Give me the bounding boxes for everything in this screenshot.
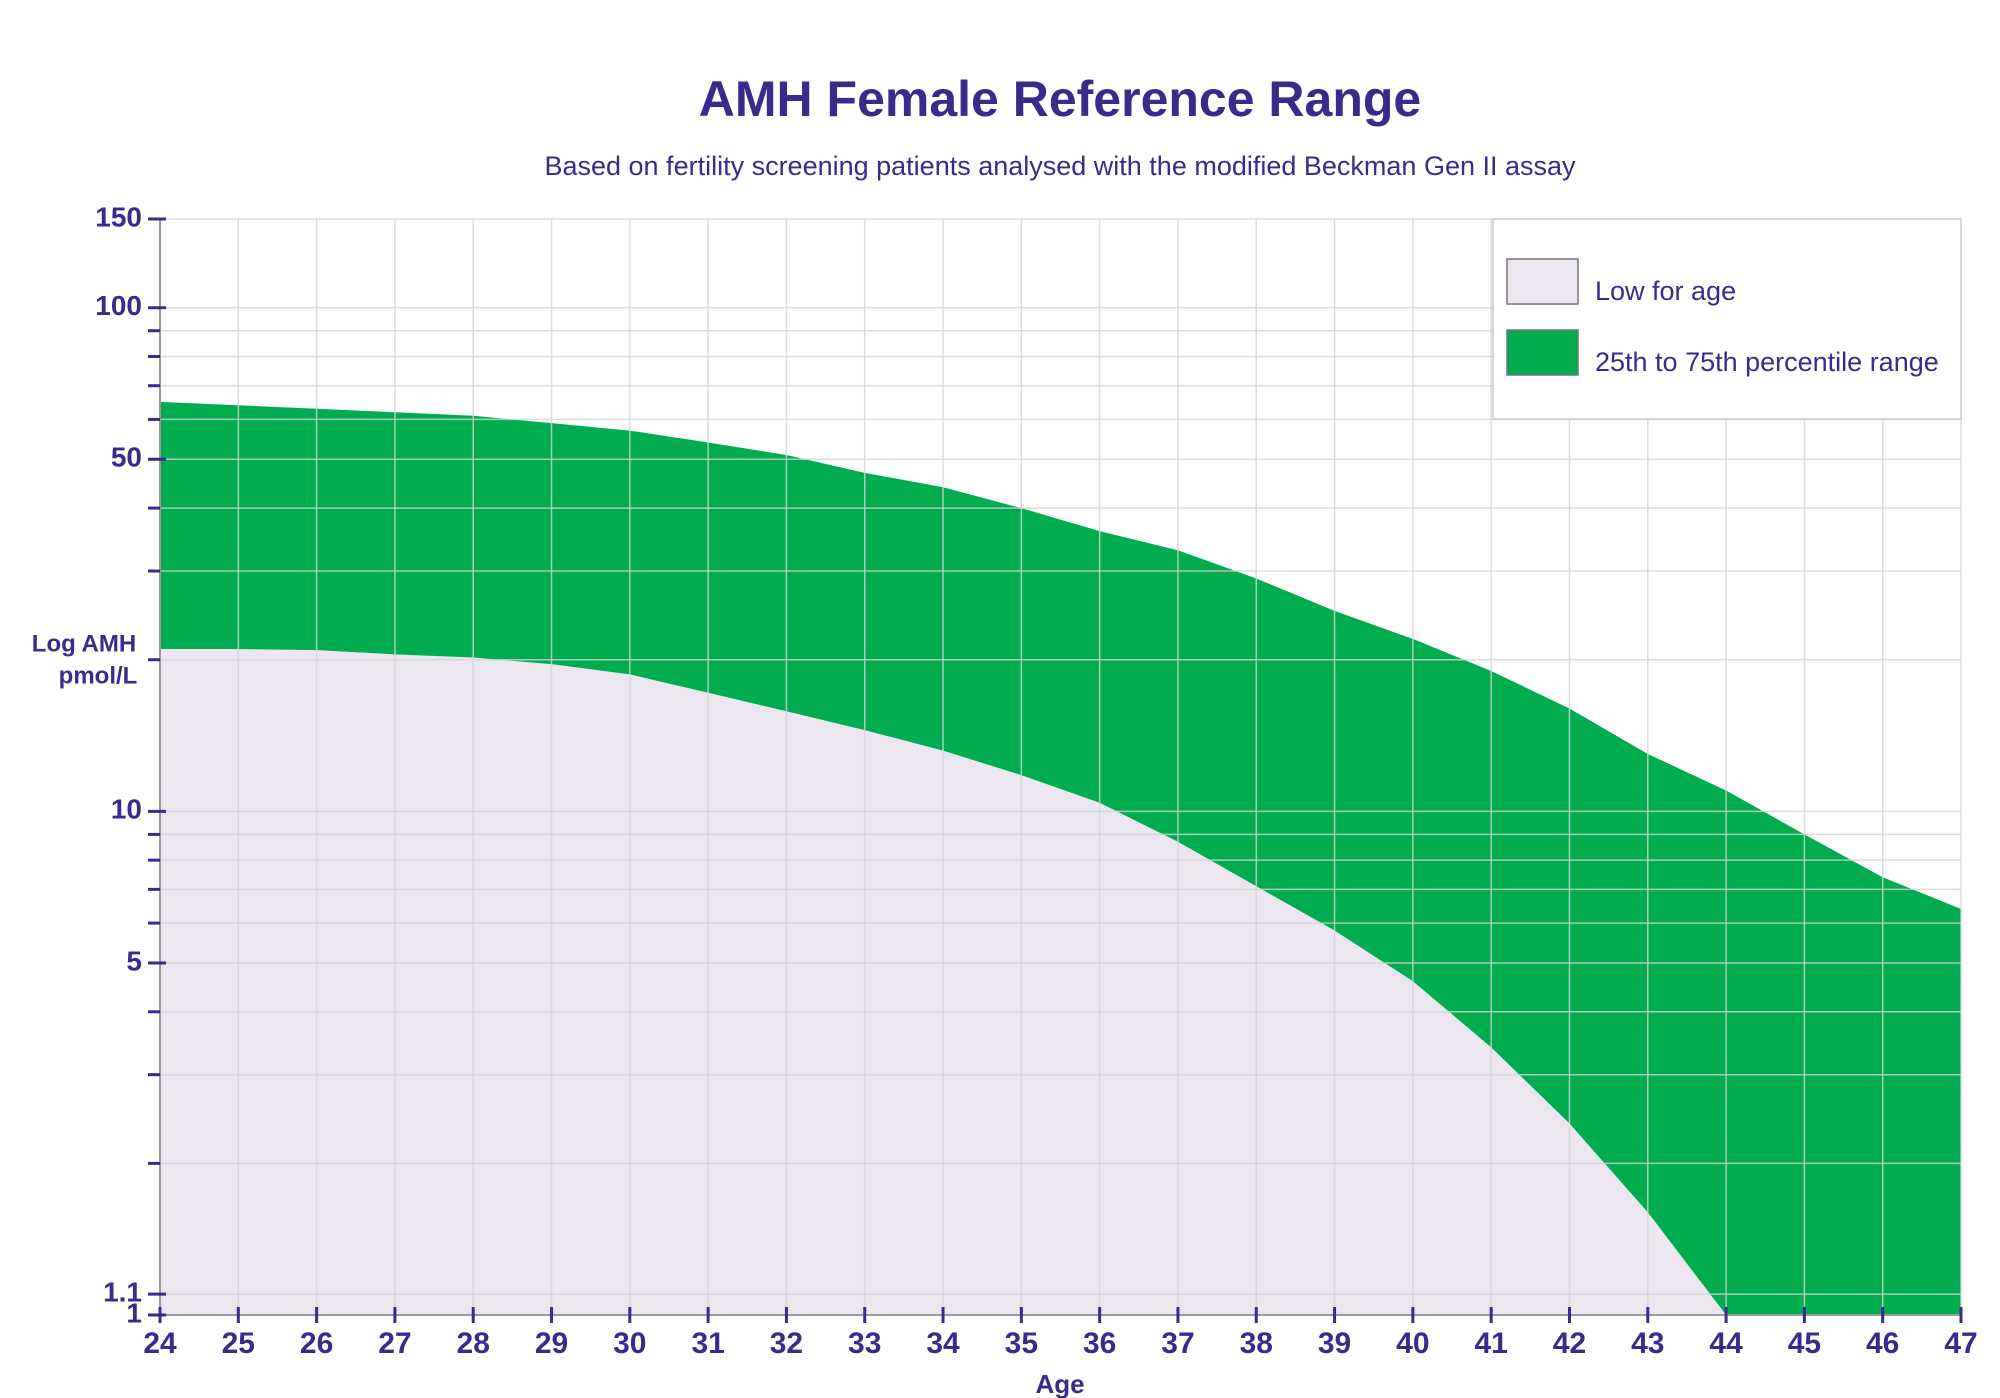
chart-subtitle: Based on fertility screening patients an… [544,151,1576,181]
y-axis-label: Log AMH [32,630,136,657]
chart-title: AMH Female Reference Range [699,71,1421,127]
y-tick-label: 5 [126,945,142,976]
x-tick-label: 43 [1631,1327,1664,1360]
x-tick-label: 33 [848,1327,881,1360]
x-tick-label: 25 [222,1327,255,1360]
x-tick-label: 39 [1318,1327,1351,1360]
legend-swatch [1506,258,1579,305]
area [160,401,1961,1315]
x-tick-label: 24 [143,1327,177,1360]
x-tick-label: 42 [1553,1327,1586,1360]
x-tick-label: 44 [1709,1327,1743,1360]
x-tick-label: 30 [613,1327,646,1360]
legend-swatch [1506,329,1579,376]
x-tick-label: 46 [1866,1327,1899,1360]
area [160,649,1961,1315]
y-tick-label: 50 [111,442,142,473]
x-tick-label: 29 [535,1327,568,1360]
y-tick-label: 150 [95,201,142,232]
legend-label: Low for age [1595,276,1736,306]
legend-box [1492,218,1962,420]
y-tick-label: 10 [111,794,142,825]
x-tick-label: 41 [1474,1327,1507,1360]
x-tick-label: 35 [1005,1327,1038,1360]
x-tick-label: 40 [1396,1327,1429,1360]
y-tick-label: 1.1 [103,1277,142,1308]
y-axis-label: pmol/L [59,662,138,689]
x-axis-label: Age [1035,1369,1084,1398]
x-tick-label: 32 [770,1327,803,1360]
x-tick-label: 28 [457,1327,490,1360]
x-tick-label: 38 [1240,1327,1273,1360]
x-tick-label: 36 [1083,1327,1116,1360]
y-tick-label: 1 [126,1297,142,1328]
x-tick-label: 31 [691,1327,724,1360]
areas [160,401,1961,1315]
x-tick-label: 34 [926,1327,960,1360]
x-tick-label: 47 [1944,1327,1977,1360]
x-tick-label: 27 [378,1327,411,1360]
x-tick-label: 37 [1161,1327,1194,1360]
x-tick-label: 45 [1788,1327,1821,1360]
legend: Low for age 25th to 75th percentile range [1492,218,1962,420]
legend-label: 25th to 75th percentile range [1595,347,1939,377]
y-tick-label: 100 [95,290,142,321]
x-tick-label: 26 [300,1327,333,1360]
